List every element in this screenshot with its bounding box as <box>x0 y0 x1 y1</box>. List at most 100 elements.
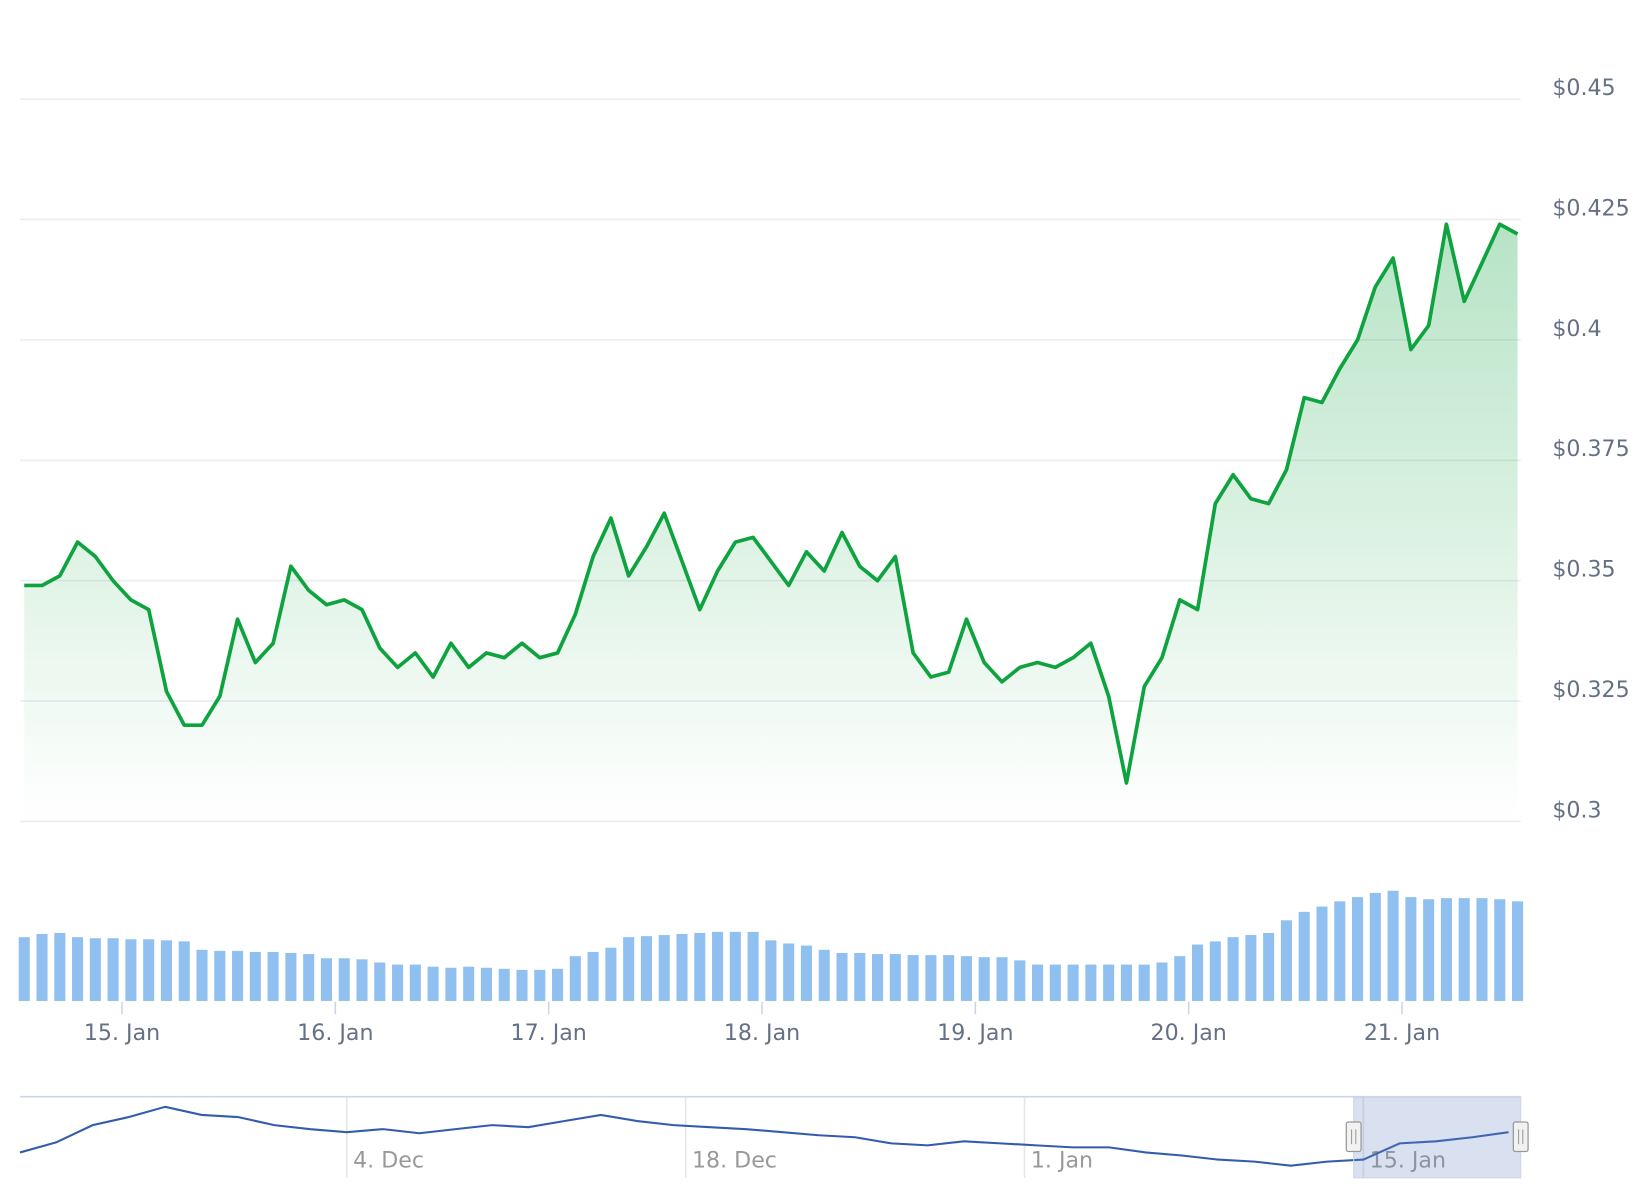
volume-bar <box>1137 963 1152 1003</box>
volume-bar <box>621 935 636 1003</box>
volume-bar <box>674 932 690 1003</box>
volume-bar <box>479 966 494 1003</box>
volume-bar <box>781 941 796 1003</box>
volume-bar <box>1065 963 1081 1003</box>
volume-bar <box>1368 891 1383 1003</box>
volume-bar <box>657 933 672 1003</box>
navigator-line <box>19 1105 1509 1167</box>
volume-bar <box>52 931 67 1003</box>
volume-bar <box>1083 963 1098 1003</box>
volume-bar <box>1492 897 1507 1003</box>
volume-bar <box>905 953 921 1003</box>
y-tick-label: $0.325 <box>1552 677 1629 703</box>
volume-bar <box>799 944 814 1003</box>
volume-bar <box>390 963 405 1003</box>
x-tick-label: 19. Jan <box>937 1020 1013 1046</box>
volume-bar <box>1172 954 1187 1003</box>
volume-bar <box>1101 963 1116 1003</box>
x-tick-label: 17. Jan <box>511 1020 587 1046</box>
volume-bar <box>923 953 938 1003</box>
volume-bar <box>354 957 370 1003</box>
x-tick-label: 18. Jan <box>724 1020 800 1046</box>
volume-bar <box>1510 899 1525 1003</box>
volume-bar <box>1048 963 1063 1003</box>
volume-bar <box>1403 895 1418 1003</box>
x-tick-label: 20. Jan <box>1151 1020 1227 1046</box>
volume-bar <box>266 950 281 1003</box>
x-tick-label: 15. Jan <box>84 1020 160 1046</box>
volume-bar <box>194 948 210 1003</box>
y-tick-label: $0.3 <box>1552 797 1601 823</box>
y-tick-label: $0.45 <box>1552 75 1615 101</box>
volume-bar <box>497 967 512 1003</box>
volume-bar <box>763 938 779 1003</box>
volume-bar <box>1190 942 1205 1003</box>
volume-bar <box>532 968 547 1003</box>
volume-bar <box>230 949 245 1003</box>
volume-bar <box>586 950 601 1003</box>
volume-bar <box>283 951 299 1003</box>
volume-bar <box>461 965 476 1003</box>
navigator-tick-label: 1. Jan <box>1031 1147 1093 1173</box>
volume-bar <box>834 951 850 1003</box>
volume-bar <box>408 963 423 1003</box>
volume-bar <box>1439 896 1454 1003</box>
volume-bar <box>1385 889 1401 1003</box>
navigator-tick-label: 4. Dec <box>353 1147 424 1173</box>
volume-bar <box>212 949 227 1003</box>
volume-bar <box>514 968 530 1003</box>
y-tick-label: $0.35 <box>1552 557 1615 583</box>
x-tick-label: 21. Jan <box>1364 1020 1440 1046</box>
volume-bar <box>248 950 263 1003</box>
volume-bar <box>1243 933 1258 1003</box>
volume-bar <box>159 938 174 1003</box>
volume-bar <box>603 946 619 1003</box>
volume-bar <box>1350 895 1365 1003</box>
volume-bar <box>728 930 743 1003</box>
volume-bar <box>141 937 156 1003</box>
volume-bar <box>1474 896 1490 1003</box>
volume-bar <box>34 932 50 1003</box>
volume-bar <box>852 951 867 1003</box>
volume-bar <box>106 936 121 1003</box>
volume-bar <box>692 931 707 1003</box>
volume-bar <box>745 930 761 1003</box>
volume-bar <box>1208 939 1223 1003</box>
volume-bar <box>1314 905 1330 1003</box>
volume-bar <box>817 948 832 1003</box>
volume-bar <box>443 966 459 1003</box>
area <box>24 224 1518 822</box>
navigator-handle[interactable] <box>1345 1121 1362 1153</box>
volume-bar <box>550 967 565 1003</box>
volume-bar <box>1297 910 1312 1003</box>
y-tick-label: $0.425 <box>1552 195 1629 221</box>
navigator-selection <box>1353 1096 1522 1179</box>
volume-bar <box>941 953 956 1003</box>
volume-bar <box>372 960 387 1003</box>
volume-bar <box>1225 935 1241 1003</box>
volume-bar <box>1154 960 1170 1003</box>
y-tick-label: $0.4 <box>1552 316 1601 342</box>
volume-bar <box>994 955 1010 1003</box>
volume-bar <box>870 952 885 1003</box>
volume-bar <box>959 954 974 1003</box>
volume-bar <box>1012 958 1027 1003</box>
volume-bar <box>1119 963 1134 1003</box>
volume-bar <box>301 952 316 1003</box>
navigator-handle[interactable] <box>1512 1121 1529 1153</box>
navigator-tick-label: 18. Dec <box>692 1147 777 1173</box>
x-tick-label: 16. Jan <box>297 1020 373 1046</box>
volume-bar <box>17 935 32 1003</box>
volume-bar <box>1030 963 1045 1003</box>
volume-bar <box>1332 899 1347 1003</box>
volume-bar <box>710 930 725 1003</box>
volume-bar <box>1457 896 1472 1003</box>
volume-bar <box>1279 918 1294 1003</box>
volume-bar <box>977 955 992 1003</box>
volume-bar <box>319 956 334 1003</box>
volume-bar <box>426 965 441 1003</box>
volume-bar <box>177 939 192 1003</box>
y-tick-label: $0.375 <box>1552 436 1629 462</box>
